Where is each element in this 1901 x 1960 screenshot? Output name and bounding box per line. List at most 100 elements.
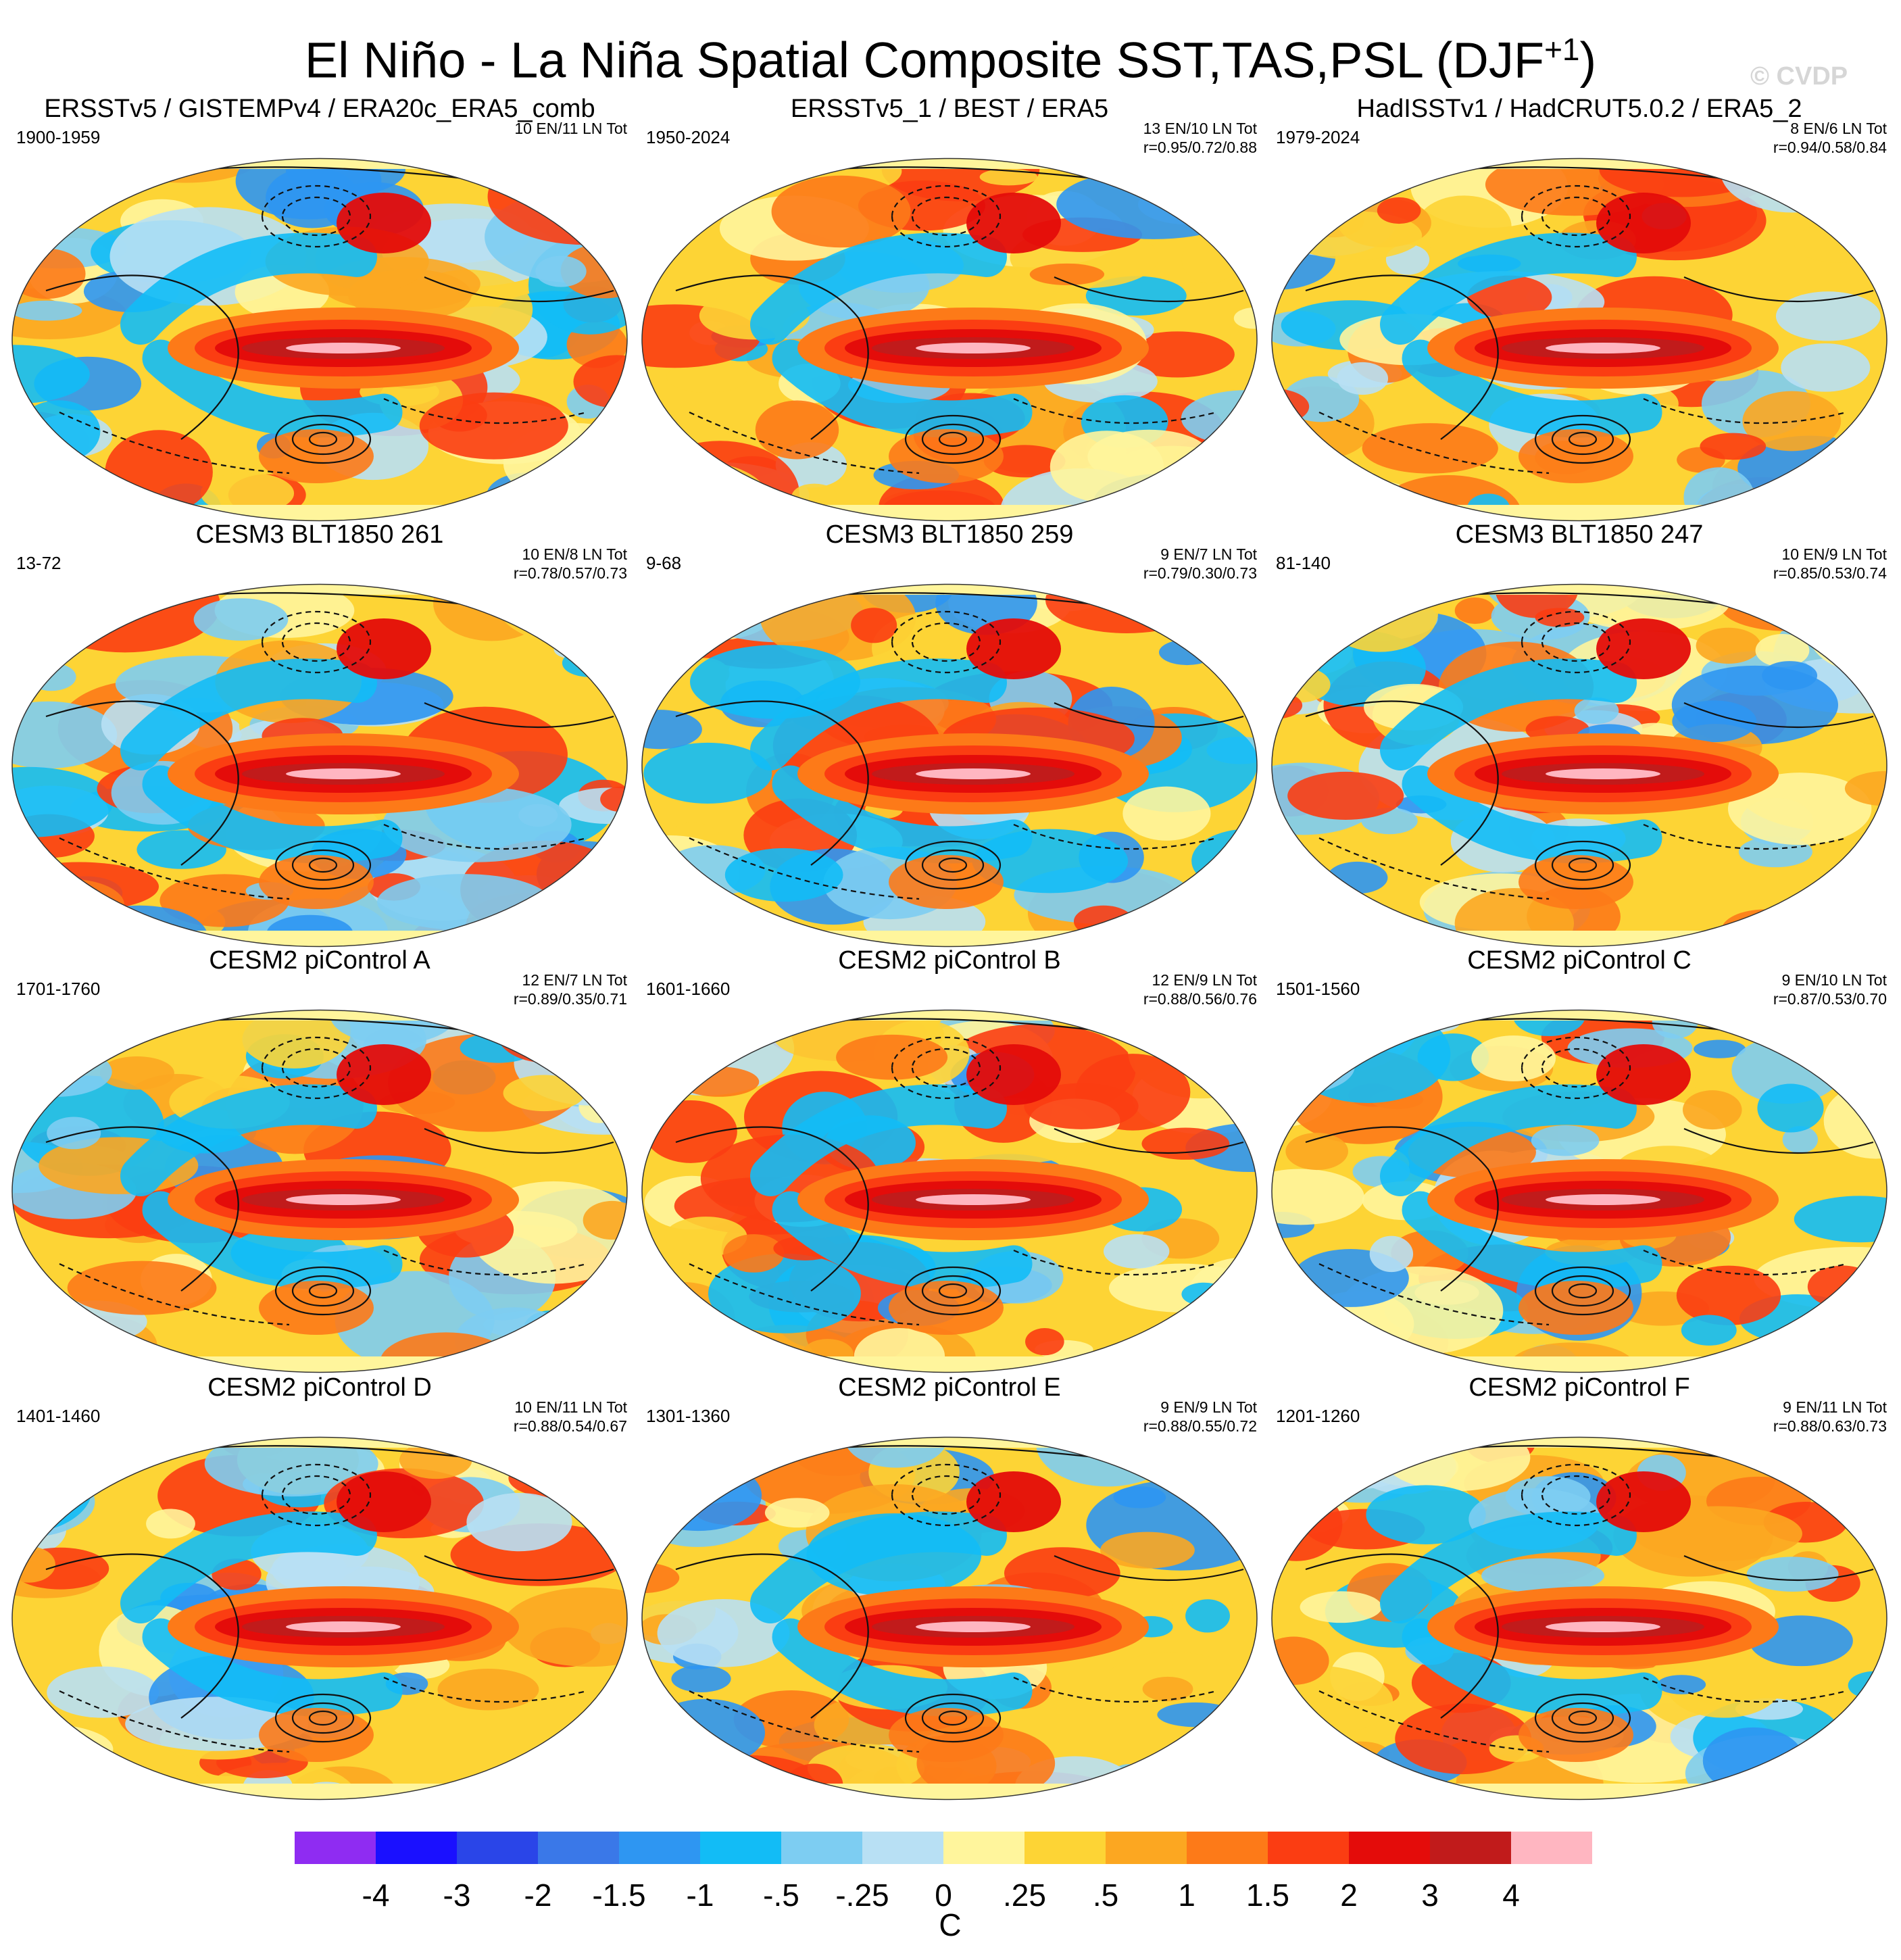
warm-tongue-layer [1546,1621,1660,1632]
anomaly-blob [1272,1169,1364,1225]
panel-title: CESM2 piControl D [207,1373,432,1402]
slp-contour [1534,414,1631,464]
anomaly-blob [1666,1652,1782,1718]
anomaly-blob [1781,343,1871,392]
anomaly-blob [502,1587,627,1667]
panel-years: 1501-1560 [1276,979,1360,999]
slp-contour [891,610,1002,674]
warm-tongue-layer [916,1194,1031,1205]
colorbar-tick-label: 1.5 [1246,1878,1289,1913]
anomaly-blob [1746,1557,1839,1592]
pattern-correlation: r=0.88/0.55/0.72 [1143,1417,1257,1435]
event-counts: 10 EN/11 LN Tot [514,120,627,137]
cool-anomaly-north [750,1084,1007,1196]
anomaly-blob [1100,1532,1195,1569]
panel-stats: 10 EN/8 LN Tot r=0.78/0.57/0.73 [514,545,627,583]
slp-contour [45,1553,239,1719]
panel-title: CESM2 piControl B [838,946,1061,975]
anomaly-blob [193,598,289,641]
anomaly-blob [1369,1235,1414,1273]
south-pacific-warm [889,1281,1004,1335]
event-counts: 9 EN/9 LN Tot [1160,1398,1257,1416]
slp-contour [689,837,920,900]
anomaly-blob [1696,627,1761,664]
anomaly-blob [836,1034,948,1080]
slp-contour [938,431,968,447]
event-counts: 10 EN/8 LN Tot [522,545,627,563]
anomaly-blob [1233,308,1257,329]
slp-contour [1683,1127,1874,1154]
map-outline [641,1436,1258,1800]
map-outline [641,1009,1258,1373]
anomaly-blob [560,1044,627,1094]
anomaly-blob [1327,861,1388,894]
anomaly-blob [1287,771,1404,820]
slp-contour [1305,274,1499,440]
slp-contour [281,1475,351,1515]
colorbar-unit: C [939,1907,962,1942]
slp-contour [675,700,869,866]
map-panel: CESM2 piControl B 1601-1660 12 EN/9 LN Tot… [635,945,1264,1377]
map-plot [641,583,1258,948]
cool-anomaly-north [120,232,377,345]
cool-anomaly-south [142,765,403,864]
panel-years: 13-72 [16,553,61,573]
anomaly-blob [494,903,627,947]
slp-contour [1521,610,1631,674]
anomaly-blob [1187,604,1257,662]
anomaly-blob [200,472,295,514]
anomaly-blob [578,1089,621,1123]
north-polar-band [1272,584,1887,595]
slp-contour [291,423,355,456]
south-pacific-warm [889,855,1004,909]
panel-title: ERSSTv5_1 / BEST / ERA5 [790,95,1109,123]
slp-contour [1683,702,1874,729]
anomaly-blob [1272,1010,1377,1069]
slp-contour [261,1036,372,1100]
anomaly-blob [537,1338,625,1373]
north-america-warm [1596,193,1691,253]
anomaly-blob [1159,1344,1240,1373]
anomaly-blob [1481,1558,1605,1593]
event-counts: 12 EN/9 LN Tot [1152,971,1257,989]
slp-contour [1305,700,1499,866]
anomaly-blob [1676,1265,1781,1325]
anomaly-blob [1827,1340,1865,1358]
colorbar-swatch [1106,1832,1187,1864]
anomaly-blob [573,355,627,408]
pattern-correlation: r=0.89/0.35/0.71 [513,990,627,1008]
anomaly-blob [755,400,839,460]
anomaly-blob [1681,1315,1737,1346]
colorbar-tick-label: 4 [1502,1878,1520,1913]
slp-contour [274,1693,372,1743]
colorbar-tick-label: 0 [935,1878,952,1913]
slp-contour [1054,1127,1244,1154]
slp-contour [281,196,351,237]
anomaly-blob [1782,1126,1819,1154]
slp-contour [1318,1690,1550,1753]
anomaly-blob [553,584,627,617]
anomaly-blob [1366,1485,1486,1544]
slp-contour [1568,857,1598,873]
slp-contour [59,1263,290,1326]
anomaly-blob [99,1056,174,1090]
anomaly-blob [1377,197,1421,224]
slp-contour [1318,1263,1550,1326]
map-panel: CESM2 piControl A 1701-1760 12 EN/7 LN Tot… [5,945,634,1377]
colorbar-swatch [1511,1832,1592,1864]
slp-contour [1568,431,1598,447]
colorbar-swatch [862,1832,943,1864]
north-polar-band [12,1437,627,1448]
anomaly-blob [671,1665,731,1692]
slp-contour [45,274,239,440]
cool-anomaly-north [1380,658,1637,770]
anomaly-blob [649,914,742,942]
slp-contour [938,1710,968,1726]
event-counts: 10 EN/9 LN Tot [1781,545,1887,563]
cool-anomaly-north [1380,1084,1637,1196]
panel-stats: 8 EN/6 LN Tot r=0.94/0.58/0.84 [1773,119,1887,157]
map-outline [11,583,628,948]
anomaly-blob [1004,1547,1120,1599]
event-counts: 8 EN/6 LN Tot [1790,120,1887,137]
map-panel: HadISSTv1 / HadCRUT5.0.2 / ERA5_2 1979-20… [1265,93,1894,526]
